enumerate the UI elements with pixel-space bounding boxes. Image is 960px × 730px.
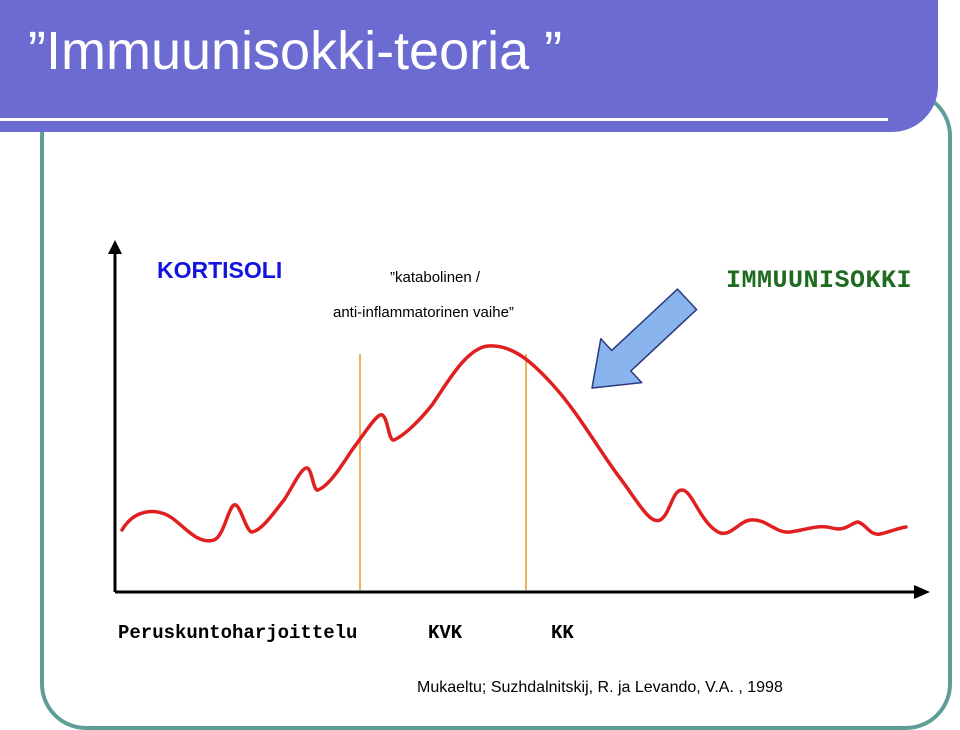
x-label-kvk: KVK xyxy=(428,622,463,644)
x-axis-arrowhead xyxy=(914,585,930,599)
y-axis-label: KORTISOLI xyxy=(157,257,283,283)
x-label-peruskunto: Peruskuntoharjoittelu xyxy=(118,622,358,644)
title-underline xyxy=(0,118,888,121)
source-citation: Mukaeltu; Suzhdalnitskij, R. ja Levando,… xyxy=(417,679,783,696)
page-title: ”Immuunisokki-teoria ” xyxy=(28,21,563,81)
cortisol-diagram xyxy=(108,240,930,599)
x-label-kk: KK xyxy=(551,622,574,644)
title-bar: ”Immuunisokki-teoria ” xyxy=(0,0,938,132)
immunoshock-label: IMMUUNISOKKI xyxy=(726,266,913,295)
phase-label-line2: anti-inflammatorinen vaihe” xyxy=(333,304,514,321)
y-axis-arrowhead xyxy=(108,240,122,254)
immunoshock-arrow xyxy=(591,288,698,389)
cortisol-curve xyxy=(120,344,908,543)
phase-label-line1: ”katabolinen / xyxy=(390,269,481,286)
